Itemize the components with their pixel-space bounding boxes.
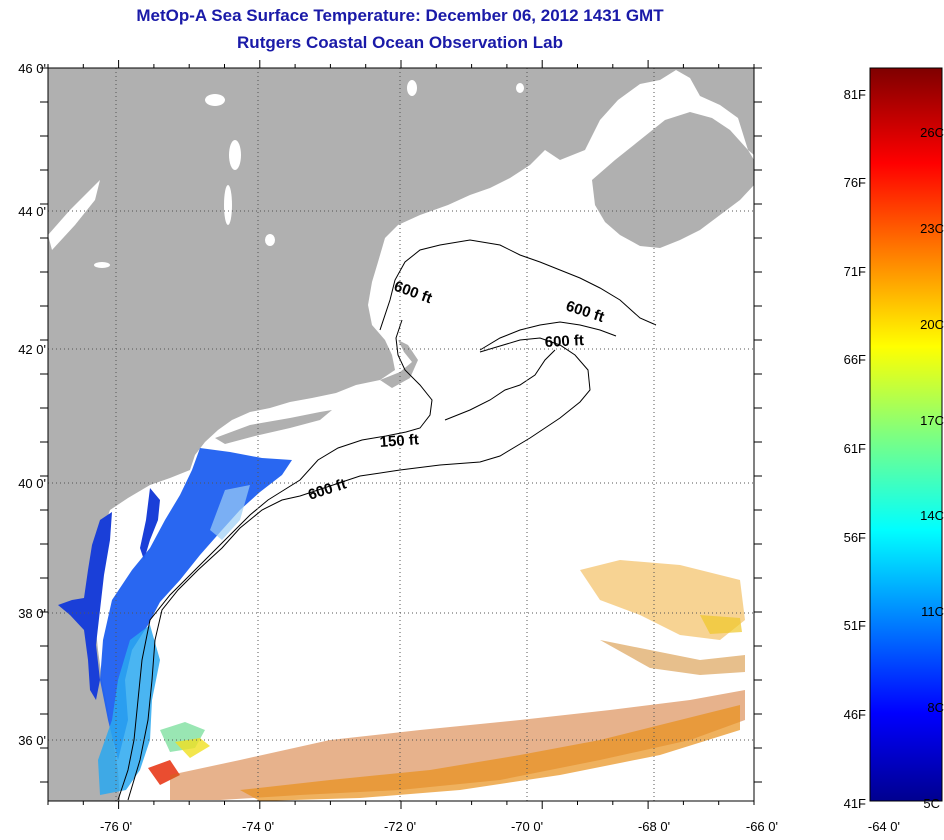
delaware-bay bbox=[140, 488, 160, 560]
lat-tick-label: 36 0' bbox=[18, 733, 46, 748]
contour-label: 600 ft bbox=[544, 332, 584, 351]
colorbar-f-label: 41F bbox=[844, 796, 866, 811]
colorbar-f-label: 61F bbox=[844, 441, 866, 456]
lat-tick-label: 42 0' bbox=[18, 342, 46, 357]
lon-tick-label: -72 0' bbox=[384, 819, 416, 834]
graticule bbox=[48, 68, 754, 801]
colorbar-f-label: 66F bbox=[844, 352, 866, 367]
colorbar-c-label: 5C bbox=[923, 796, 940, 811]
colorbar-f-label: 76F bbox=[844, 175, 866, 190]
lat-tick-label: 38 0' bbox=[18, 606, 46, 621]
colorbar-f-label: 46F bbox=[844, 707, 866, 722]
colorbar-c-label: 8C bbox=[927, 700, 944, 715]
colorbar-f-label: 71F bbox=[844, 264, 866, 279]
lon-tick-label: -68 0' bbox=[638, 819, 670, 834]
bathymetry-contours bbox=[117, 239, 657, 801]
colorbar-f-label: 56F bbox=[844, 530, 866, 545]
lat-tick-label: 46 0' bbox=[18, 61, 46, 76]
colorbar-f-label: 81F bbox=[844, 87, 866, 102]
colorbar-f-label: 51F bbox=[844, 618, 866, 633]
colorbar-c-label: 23C bbox=[920, 221, 944, 236]
lon-tick-label: -70 0' bbox=[511, 819, 543, 834]
colorbar-c-label: 17C bbox=[920, 413, 944, 428]
map-subtitle: Rutgers Coastal Ocean Observation Lab bbox=[237, 33, 563, 52]
colorbar-c-label: 26C bbox=[920, 125, 944, 140]
lat-tick-label: 44 0' bbox=[18, 204, 46, 219]
lon-tick-label: -64 0' bbox=[868, 819, 900, 834]
lat-tick-label: 40 0' bbox=[18, 476, 46, 491]
map-title: MetOp-A Sea Surface Temperature: Decembe… bbox=[136, 6, 664, 25]
colorbar-c-label: 14C bbox=[920, 508, 944, 523]
colorbar-gradient bbox=[869, 67, 943, 802]
lat-axis: 46 0' 44 0' 42 0' 40 0' 38 0' 36 0' bbox=[18, 61, 762, 783]
land-nova-scotia bbox=[592, 112, 754, 248]
lon-tick-label: -74 0' bbox=[242, 819, 274, 834]
sst-data bbox=[98, 448, 745, 801]
colorbar-c-label: 20C bbox=[920, 317, 944, 332]
land-cape-cod bbox=[380, 340, 418, 388]
colorbar-c-label: 11C bbox=[921, 604, 944, 619]
contour-label: 150 ft bbox=[379, 431, 419, 451]
lon-tick-label: -66 0' bbox=[746, 819, 778, 834]
inland-lakes bbox=[48, 80, 524, 268]
chesapeake-bay bbox=[58, 512, 112, 700]
land-long-island bbox=[215, 410, 332, 444]
lon-tick-label: -76 0' bbox=[100, 819, 132, 834]
colorbar: 81F 76F 71F 66F 61F 56F 51F 46F 41F 26C … bbox=[844, 67, 944, 811]
land-mainland bbox=[48, 68, 754, 801]
lon-axis: -76 0' -74 0' -72 0' -70 0' -68 0' -66 0… bbox=[47, 60, 900, 834]
